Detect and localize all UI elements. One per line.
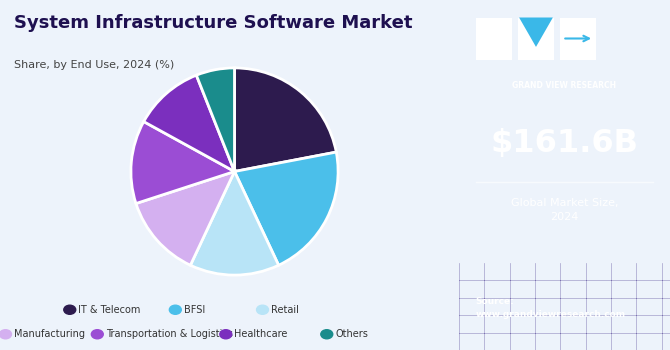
Text: BFSI: BFSI — [184, 305, 205, 315]
Wedge shape — [234, 68, 336, 172]
Circle shape — [170, 305, 182, 314]
Circle shape — [64, 305, 76, 314]
Text: IT & Telecom: IT & Telecom — [78, 305, 141, 315]
Text: Healthcare: Healthcare — [234, 329, 287, 339]
Circle shape — [91, 330, 103, 339]
Wedge shape — [196, 68, 234, 172]
Circle shape — [220, 330, 232, 339]
Wedge shape — [190, 172, 279, 275]
Text: GRAND VIEW RESEARCH: GRAND VIEW RESEARCH — [513, 80, 616, 90]
Circle shape — [0, 330, 11, 339]
FancyBboxPatch shape — [560, 18, 596, 60]
Wedge shape — [136, 172, 234, 265]
Text: Others: Others — [335, 329, 368, 339]
FancyBboxPatch shape — [518, 18, 554, 60]
Polygon shape — [519, 18, 553, 47]
Text: Global Market Size,
2024: Global Market Size, 2024 — [511, 198, 618, 222]
Text: $161.6B: $161.6B — [490, 128, 639, 159]
Text: Manufacturing: Manufacturing — [14, 329, 85, 339]
FancyBboxPatch shape — [476, 18, 512, 60]
Text: Retail: Retail — [271, 305, 299, 315]
Text: Source:
www.grandviewresearch.com: Source: www.grandviewresearch.com — [476, 297, 626, 319]
Wedge shape — [234, 152, 338, 265]
Wedge shape — [143, 75, 234, 172]
Text: Share, by End Use, 2024 (%): Share, by End Use, 2024 (%) — [14, 60, 174, 70]
Text: Transportation & Logistics: Transportation & Logistics — [106, 329, 232, 339]
Circle shape — [321, 330, 333, 339]
Text: System Infrastructure Software Market: System Infrastructure Software Market — [14, 14, 412, 32]
Wedge shape — [131, 121, 234, 203]
Circle shape — [257, 305, 269, 314]
